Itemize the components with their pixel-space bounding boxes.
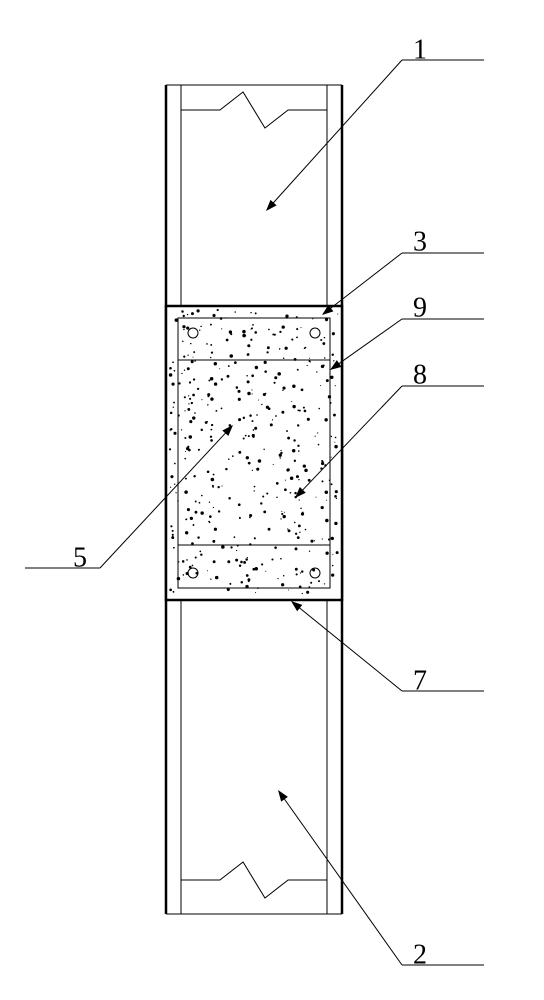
label-1-text: 1	[413, 34, 427, 65]
label-5-text: 5	[73, 542, 87, 573]
label-9-text: 9	[413, 292, 427, 323]
label-2-text: 2	[413, 939, 427, 970]
label-3-text: 3	[413, 226, 427, 257]
label-8-text: 8	[413, 359, 427, 390]
label-7-text: 7	[413, 665, 427, 696]
core-block	[166, 306, 342, 600]
